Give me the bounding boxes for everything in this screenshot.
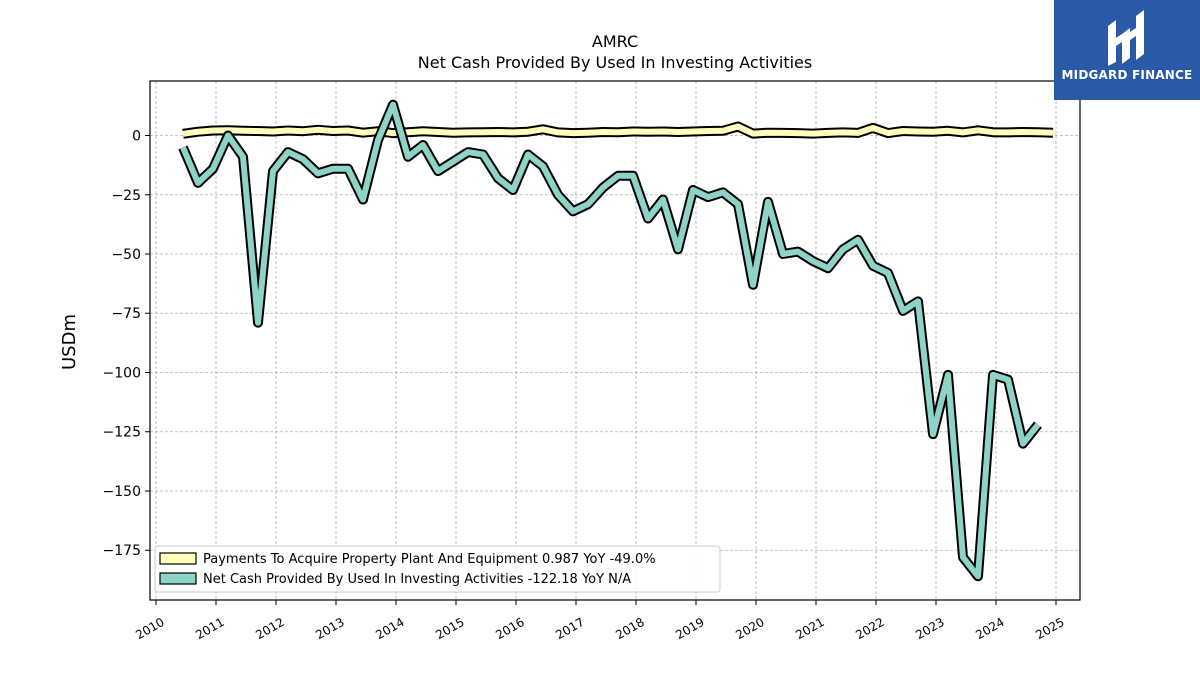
x-tick-label: 2022 [853,615,886,642]
x-tick-label: 2023 [913,615,946,642]
x-tick-label: 2021 [793,615,826,642]
x-tick-label: 2015 [433,615,466,642]
x-tick-label: 2020 [733,615,766,642]
y-tick-label: −175 [103,543,141,559]
x-tick-label: 2012 [253,615,286,642]
y-tick-label: 0 [132,129,141,145]
series-line-1 [180,101,1041,580]
midgard-logo-icon [1108,10,1144,66]
x-tick-label: 2011 [193,615,226,642]
y-tick-label: −75 [111,306,141,322]
chart-title: AMRC [592,32,638,51]
y-tick-label: −100 [103,365,141,381]
y-tick-label: −50 [111,247,141,263]
x-tick-label: 2010 [133,615,166,642]
x-tick-label: 2014 [373,615,406,642]
y-tick-label: −150 [103,484,141,500]
series-layer [178,99,1054,582]
y-tick-label: −25 [111,188,141,204]
logo: MIDGARD FINANCE [1054,0,1200,100]
x-tick-label: 2017 [553,615,586,642]
x-tick-label: 2016 [493,615,526,642]
x-tick-label: 2025 [1033,615,1066,642]
x-tick-label: 2019 [673,615,706,642]
y-tick-label: −125 [103,425,141,441]
chart-subtitle: Net Cash Provided By Used In Investing A… [418,53,812,72]
legend-label-investing: Net Cash Provided By Used In Investing A… [203,572,631,587]
x-tick-label: 2018 [613,615,646,642]
logo-text: MIDGARD FINANCE [1061,68,1193,82]
series-line-0 [182,123,1054,137]
legend-box [154,545,721,593]
series-outline-1 [178,99,1042,582]
y-axis-label: USDm [59,314,80,370]
legend-swatch-investing [159,572,197,585]
grid-lines [150,81,1080,600]
x-tick-label: 2024 [973,615,1006,642]
legend-swatch-capex [159,552,197,565]
plot-frame [149,80,1081,601]
legend-label-capex: Payments To Acquire Property Plant And E… [203,552,656,567]
x-tick-label: 2013 [313,615,346,642]
legend: Payments To Acquire Property Plant And E… [154,545,721,593]
